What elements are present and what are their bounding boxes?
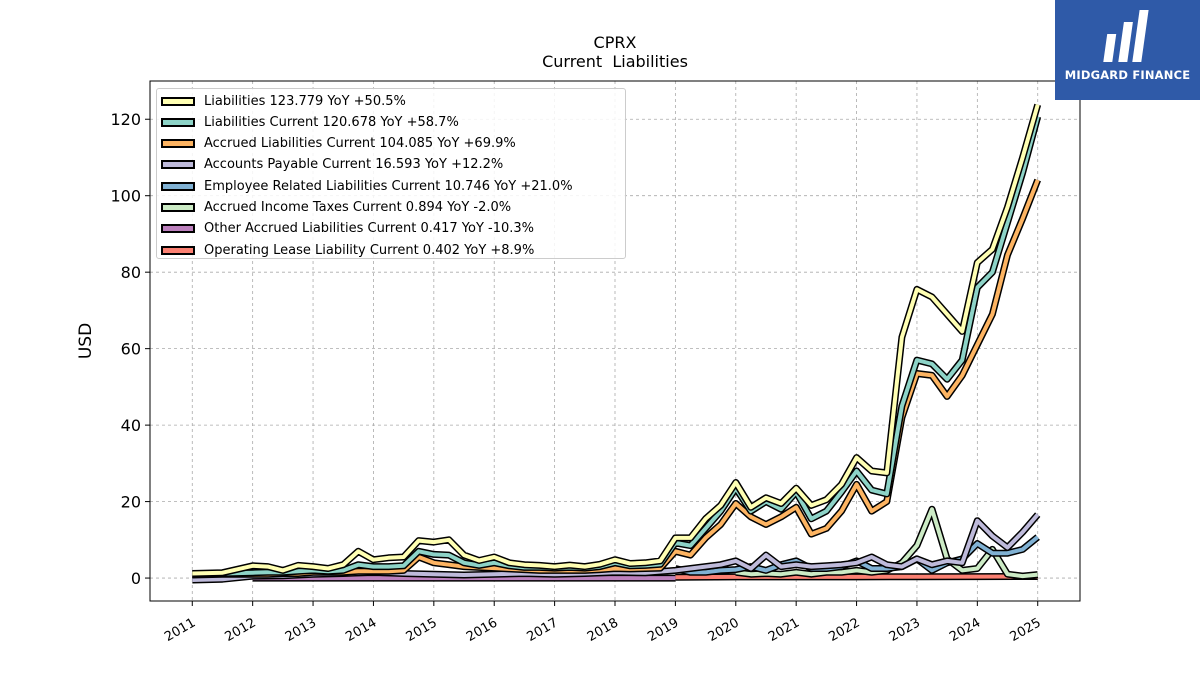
x-tick-label: 2022 [826,615,862,645]
x-axis: 2011 2012 2013 2014 2015 2016 2017 2018 2019 2020… [162,601,1044,645]
logo-text: MIDGARD FINANCE [1064,68,1191,82]
x-tick-label: 2019 [645,615,681,645]
x-tick-label: 2021 [766,615,802,645]
legend-swatch [161,96,195,106]
legend-swatch [161,139,195,149]
legend-item: Other Accrued Liabilities Current 0.417 … [157,219,534,239]
legend-label: Operating Lease Liability Current 0.402 … [204,242,535,258]
x-tick-label: 2025 [1008,615,1044,645]
legend: Liabilities 123.779 YoY +50.5% Liabilitie… [156,88,626,259]
legend-label: Liabilities 123.779 YoY +50.5% [204,93,406,109]
x-tick-label: 2024 [947,615,983,645]
legend-swatch [161,203,195,212]
series-line-liabilities [192,104,1040,576]
legend-swatch [161,160,195,170]
y-tick-label: 100 [110,187,141,206]
y-tick-label: 20 [121,493,141,512]
y-tick-label: 120 [110,110,141,129]
x-tick-label: 2013 [283,615,319,645]
y-axis-label: USD [76,323,96,359]
legend-label: Accrued Liabilities Current 104.085 YoY … [204,136,516,152]
legend-item: Accrued Income Taxes Current 0.894 YoY -… [157,198,511,218]
legend-item: Accrued Liabilities Current 104.085 YoY … [157,134,516,154]
legend-label: Liabilities Current 120.678 YoY +58.7% [204,114,459,130]
y-tick-label: 40 [121,416,141,435]
y-tick-label: 80 [121,263,141,282]
x-tick-label: 2016 [464,615,500,645]
x-tick-label: 2017 [524,615,560,645]
legend-label: Other Accrued Liabilities Current 0.417 … [204,221,535,237]
legend-item: Employee Related Liabilities Current 10.… [157,176,573,196]
legend-item: Accounts Payable Current 16.593 YoY +12.… [157,155,503,175]
chart-title: CPRX [594,33,637,52]
y-tick-label: 60 [121,340,141,359]
x-tick-label: 2015 [404,615,440,645]
legend-swatch [161,245,195,255]
legend-label: Accounts Payable Current 16.593 YoY +12.… [204,157,504,173]
x-tick-label: 2018 [585,615,621,645]
legend-item: Operating Lease Liability Current 0.402 … [157,240,534,260]
y-tick-label: 0 [131,569,141,588]
legend-label: Accrued Income Taxes Current 0.894 YoY -… [204,200,512,215]
legend-label: Employee Related Liabilities Current 10.… [204,178,573,194]
legend-swatch [161,224,195,234]
y-axis: 0 20 40 60 80 100 120 [110,110,150,588]
chart-subtitle: Current Liabilities [542,52,688,71]
legend-item: Liabilities 123.779 YoY +50.5% [157,91,406,111]
series-line-operating-lease-liability-current [675,574,1038,580]
x-tick-label: 2014 [343,615,379,645]
x-tick-label: 2011 [162,615,198,645]
midgard-logo-icon [1103,10,1149,62]
x-tick-label: 2020 [706,615,742,645]
legend-item: Liabilities Current 120.678 YoY +58.7% [157,112,459,132]
x-tick-label: 2012 [223,615,259,645]
series-layer [192,103,1042,584]
logo: MIDGARD FINANCE [1055,0,1200,100]
legend-swatch [161,181,195,191]
x-tick-label: 2023 [887,615,923,645]
legend-swatch [161,117,195,127]
